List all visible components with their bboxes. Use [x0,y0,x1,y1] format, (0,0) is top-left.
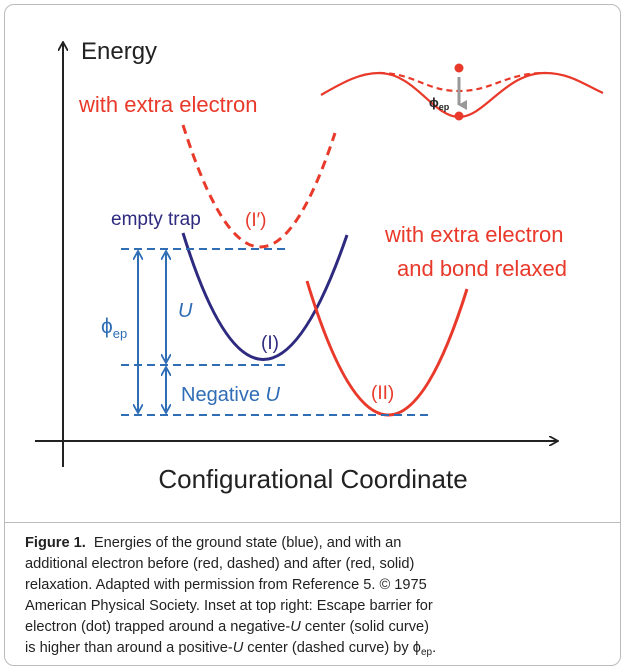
caption-line: American Physical Society. Inset at top … [25,596,615,617]
caption-line: is higher than around a positive-U cente… [25,638,615,663]
label: and bond relaxed [397,256,567,281]
label: ϕep [101,315,127,341]
caption-text: additional electron before (red, dashed)… [25,556,415,572]
caption-text: Energies of the ground state (blue), and… [85,535,402,551]
caption-phi-sub: ep [420,647,433,658]
caption-label: Figure 1. [25,535,86,551]
caption-italic: U [290,619,301,635]
label: Negative U [181,384,281,406]
svg-text:ϕep: ϕep [429,95,450,112]
label: with extra electron [78,92,258,117]
caption-italic: U [232,640,244,656]
label: with extra electron [384,222,564,247]
y-axis-label: Energy [81,38,157,65]
energy-arrows [138,252,166,412]
label: (I′) [245,210,267,231]
label: (II) [371,383,394,404]
x-axis-label: Configurational Coordinate [158,464,467,494]
figure-frame: Energy Configurational Coordinate with e… [4,4,621,666]
caption: Figure 1. Energies of the ground state (… [25,533,615,663]
diagram: Energy Configurational Coordinate with e… [35,38,604,494]
negative: Negative [181,384,266,406]
caption-phi: ϕ [412,640,421,656]
negative-u: U [266,384,281,406]
caption-text: center (dashed curve) by [243,640,413,656]
level-lines [121,248,433,416]
phi-sub: ep [113,326,127,341]
label: (I) [261,333,279,354]
caption-line: electron (dot) trapped around a negative… [25,617,615,638]
caption-line: additional electron before (red, dashed)… [25,554,615,575]
phi: ϕ [101,315,113,338]
caption-text: is higher than around a positive- [25,640,233,656]
caption-text: . [432,640,437,656]
caption-text: American Physical Society. Inset at top … [25,598,433,614]
caption-line: Figure 1. Energies of the ground state (… [25,533,615,554]
separator [5,522,620,523]
inset-phi: ϕ [429,95,439,110]
caption-text: relaxation. Adapted with permission from… [25,577,427,593]
caption-text: center (solid curve) [300,619,429,635]
label: U [178,300,193,322]
inset-phi-sub: ep [439,102,450,112]
caption-text: electron (dot) trapped around a negative… [25,619,291,635]
caption-line: relaxation. Adapted with permission from… [25,575,615,596]
label: empty trap [111,209,201,230]
inset: ϕep [320,63,604,121]
curve-empty-trap [181,232,349,361]
